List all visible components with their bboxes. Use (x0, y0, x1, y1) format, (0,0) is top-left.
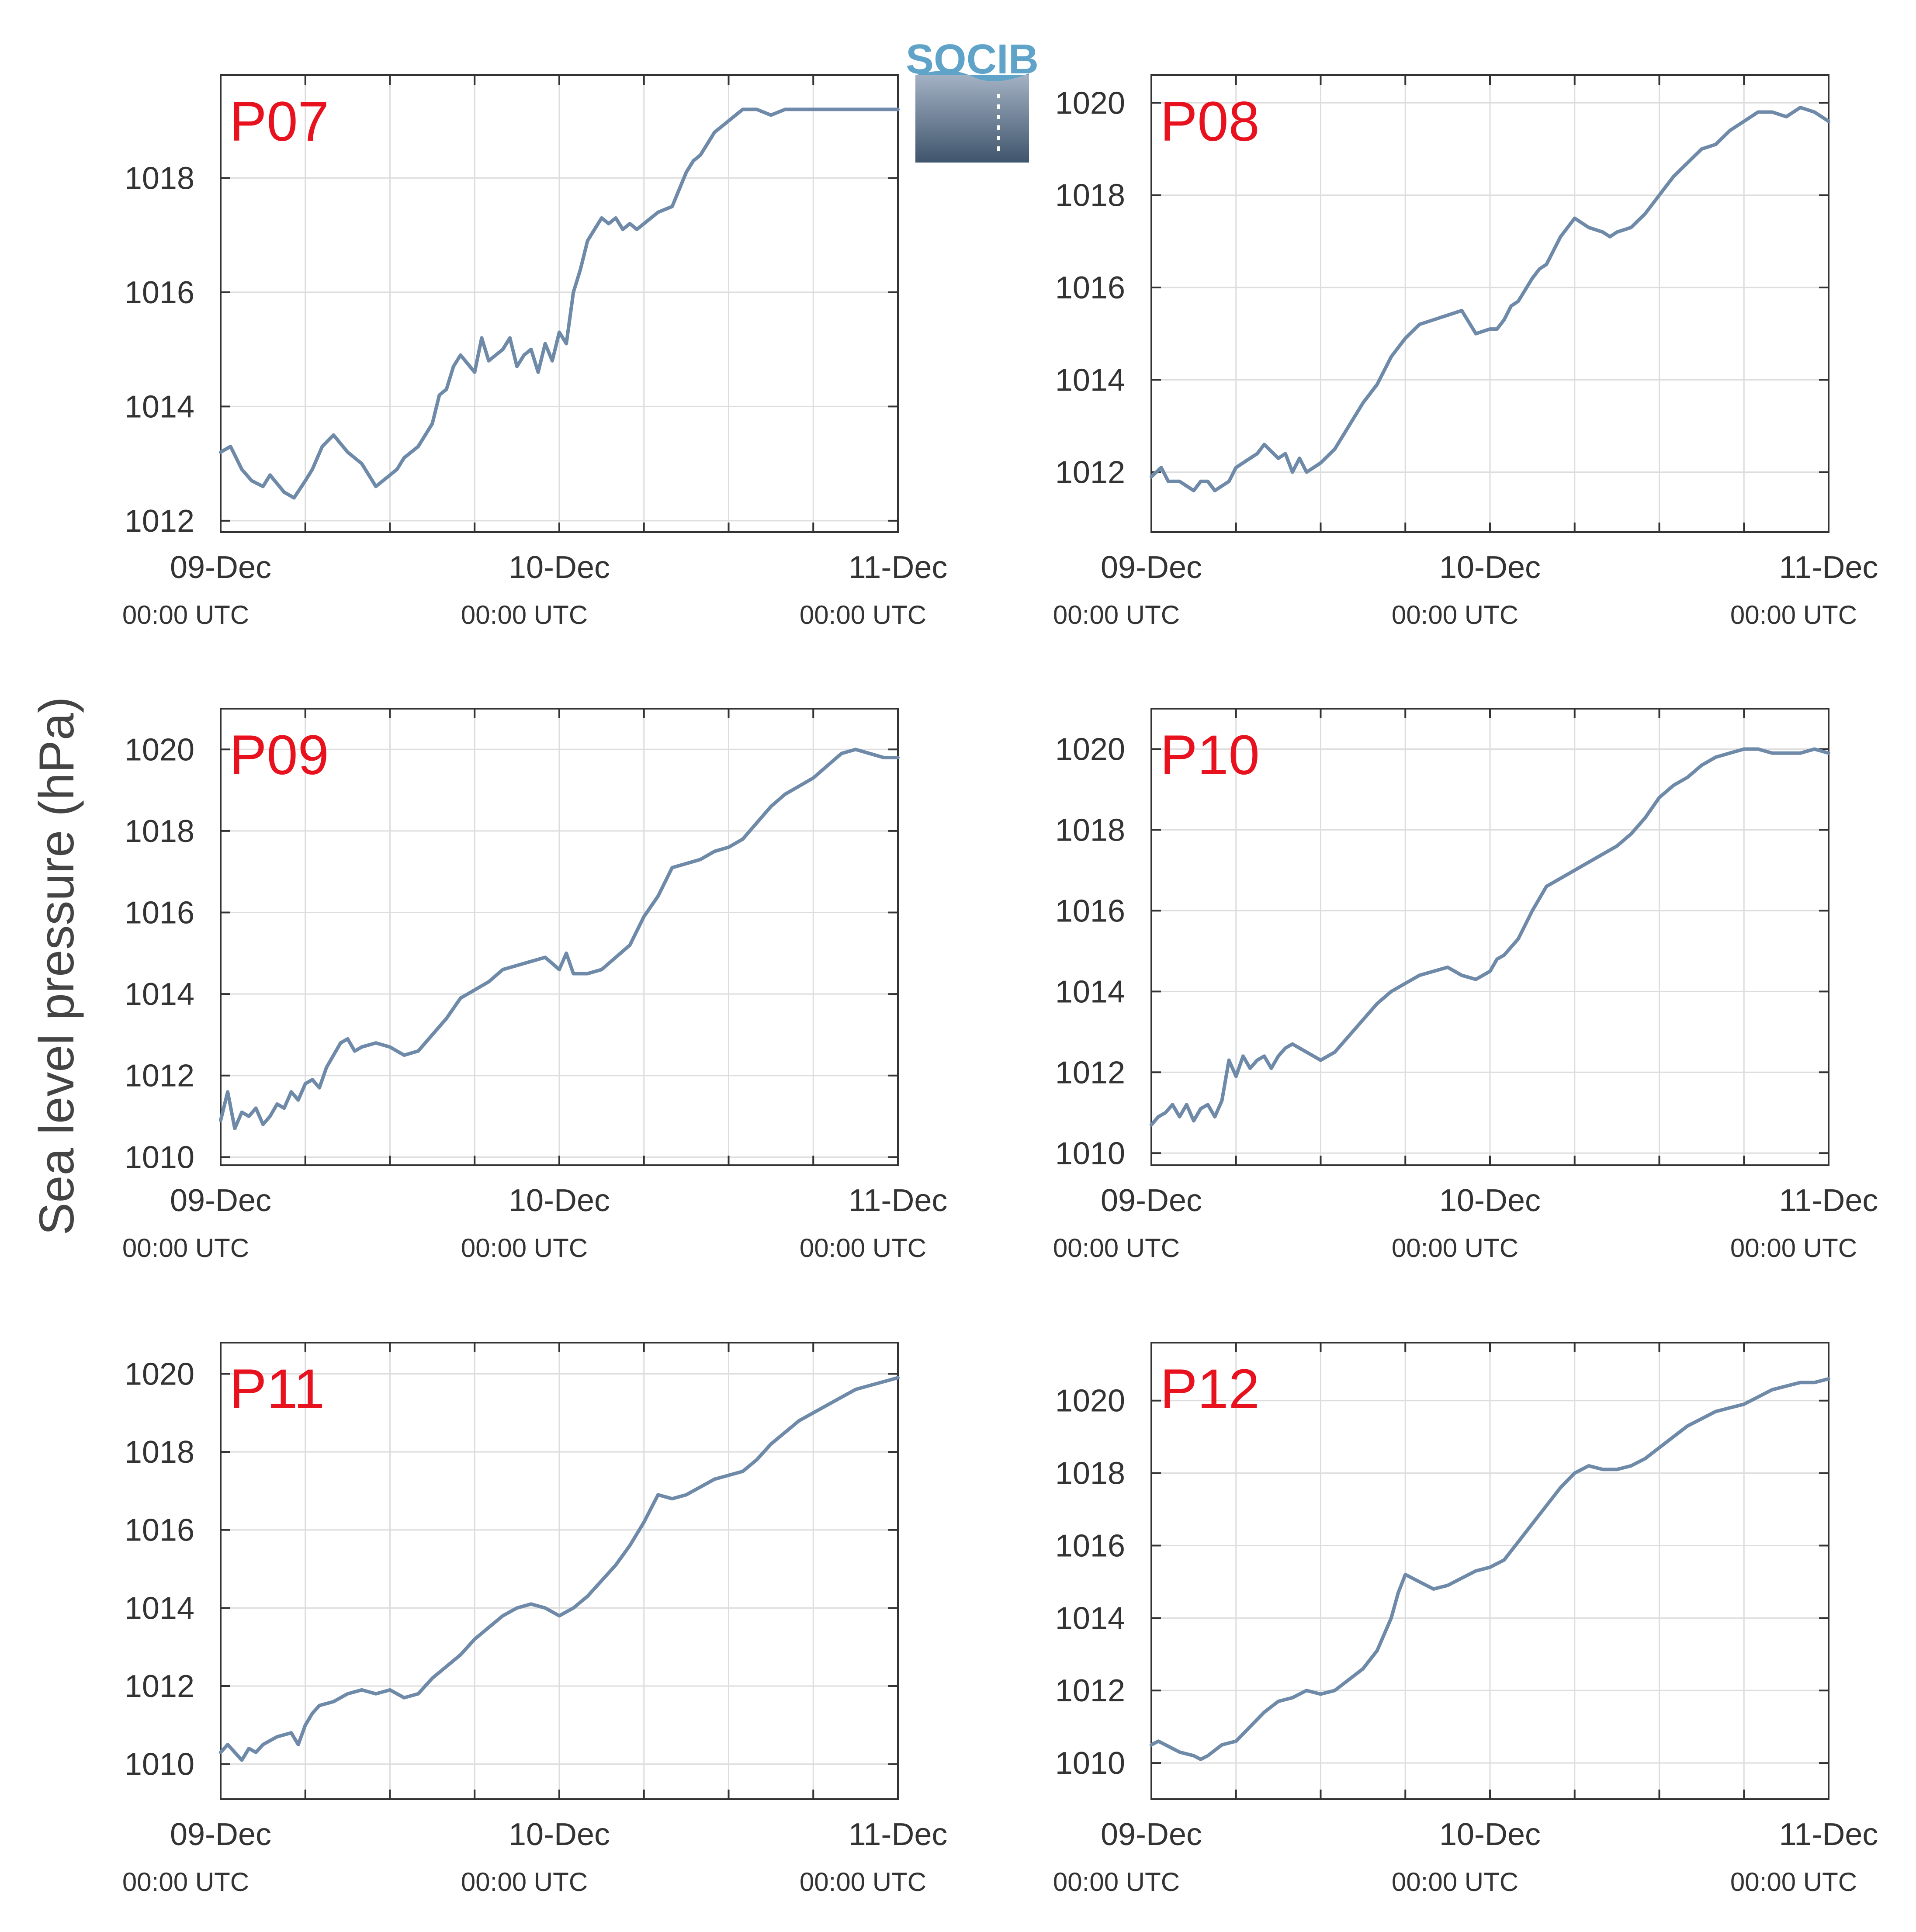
x-tick-label-time: 00:00 UTC (1392, 1233, 1518, 1263)
y-tick-label: 1020 (1055, 732, 1125, 767)
y-tick-label: 1018 (1055, 813, 1125, 848)
x-tick-label-time: 00:00 UTC (1730, 600, 1857, 630)
y-tick-label: 1014 (1055, 974, 1125, 1009)
x-tick-label-time: 00:00 UTC (461, 1867, 588, 1897)
series-line-p08 (1150, 106, 1830, 492)
x-tick-label-day: 09-Dec (1101, 1183, 1202, 1218)
y-tick-label: 1018 (1055, 178, 1125, 213)
y-tick-label: 1014 (1055, 363, 1125, 398)
series-line-p11 (219, 1376, 900, 1762)
x-tick-label-time: 00:00 UTC (461, 1233, 588, 1263)
y-tick-label: 1020 (1055, 86, 1125, 121)
series-line-p07 (219, 107, 900, 500)
x-tick-label-time: 00:00 UTC (800, 1233, 926, 1263)
y-tick-label: 1016 (125, 896, 194, 931)
chart-panels: 1012 1014 1016 1018 09-Dec 00:00 UTC 10-Dec 00:… (122, 74, 1878, 1897)
chart-panel-p11: 1010 1012 1014 1016 1018 1020 09-Dec 00:00 UTC 1… (122, 1342, 948, 1897)
y-axis-label: Sea level pressure (hPa) (29, 697, 84, 1236)
y-tick-label: 1012 (1055, 455, 1125, 490)
x-tick-label-time: 00:00 UTC (1730, 1233, 1857, 1263)
y-tick-label: 1010 (1055, 1136, 1125, 1171)
y-tick-label: 1018 (125, 1435, 194, 1470)
chart-panel-p10: 1010 1012 1014 1016 1018 1020 09-Dec 00:00 UTC 1… (1053, 708, 1878, 1263)
x-tick-label-day: 11-Dec (1779, 1817, 1878, 1852)
chart-panel-p07: 1012 1014 1016 1018 09-Dec 00:00 UTC 10-Dec 00:… (122, 74, 948, 630)
x-tick-label-time: 00:00 UTC (1392, 600, 1518, 630)
x-tick-label-time: 00:00 UTC (122, 1233, 249, 1263)
x-tick-label-time: 00:00 UTC (800, 1867, 926, 1897)
socib-logo-shape (915, 75, 1029, 163)
x-tick-label-time: 00:00 UTC (122, 1867, 249, 1897)
series-line-p09 (219, 748, 900, 1130)
y-tick-label: 1016 (1055, 270, 1125, 305)
x-tick-label-time: 00:00 UTC (122, 600, 249, 630)
x-tick-label-time: 00:00 UTC (1392, 1867, 1518, 1897)
y-tick-label: 1020 (125, 1357, 194, 1392)
panel-label: P11 (229, 1358, 325, 1420)
y-tick-label: 1014 (125, 1591, 194, 1626)
y-tick-label: 1012 (125, 504, 194, 539)
x-tick-label-day: 11-Dec (849, 1183, 948, 1218)
panel-label: P09 (229, 724, 329, 786)
x-tick-label-day: 11-Dec (849, 1817, 948, 1852)
y-tick-label: 1010 (125, 1747, 194, 1782)
x-tick-label-day: 11-Dec (1779, 1183, 1878, 1218)
panel-label: P12 (1160, 1358, 1260, 1420)
x-tick-label-day: 10-Dec (1439, 1183, 1541, 1218)
chart-panel-p12: 1010 1012 1014 1016 1018 1020 09-Dec 00:00 UTC 1… (1053, 1342, 1878, 1897)
y-tick-label: 1020 (1055, 1384, 1125, 1419)
series-line-p12 (1150, 1377, 1830, 1761)
x-tick-label-day: 10-Dec (1439, 550, 1541, 585)
y-tick-label: 1016 (125, 1513, 194, 1548)
y-tick-label: 1016 (1055, 893, 1125, 928)
y-tick-label: 1012 (125, 1669, 194, 1704)
x-tick-label-day: 11-Dec (849, 550, 948, 585)
x-tick-label-time: 00:00 UTC (461, 600, 588, 630)
panel-label: P10 (1160, 724, 1260, 786)
x-tick-label-time: 00:00 UTC (1730, 1867, 1857, 1897)
y-tick-label: 1014 (1055, 1601, 1125, 1636)
panel-label: P08 (1160, 90, 1260, 153)
x-tick-label-day: 11-Dec (1779, 550, 1878, 585)
y-tick-label: 1012 (1055, 1055, 1125, 1090)
y-tick-label: 1014 (125, 977, 194, 1012)
socib-logo-text: SOCIB (906, 36, 1039, 83)
y-tick-label: 1016 (125, 275, 194, 310)
x-tick-label-time: 00:00 UTC (1053, 1233, 1180, 1263)
x-tick-label-day: 09-Dec (170, 1183, 271, 1218)
y-tick-label: 1012 (125, 1059, 194, 1094)
y-tick-label: 1016 (1055, 1528, 1125, 1563)
x-tick-label-day: 10-Dec (1439, 1817, 1541, 1852)
y-tick-label: 1018 (125, 161, 194, 196)
y-tick-label: 1018 (125, 814, 194, 849)
socib-logo: SOCIB (906, 36, 1039, 163)
chart-panel-p09: 1010 1012 1014 1016 1018 1020 09-Dec 00:00 UTC 1… (122, 708, 948, 1263)
y-tick-label: 1020 (125, 732, 194, 767)
series-line-p10 (1150, 747, 1830, 1127)
y-tick-label: 1010 (1055, 1746, 1125, 1781)
x-tick-label-time: 00:00 UTC (1053, 1867, 1180, 1897)
y-tick-label: 1012 (1055, 1673, 1125, 1708)
x-tick-label-day: 09-Dec (170, 1817, 271, 1852)
chart-panel-p08: 1012 1014 1016 1018 1020 09-Dec 00:00 UTC 10-De… (1053, 74, 1878, 630)
x-tick-label-day: 10-Dec (509, 1817, 610, 1852)
x-tick-label-time: 00:00 UTC (800, 600, 926, 630)
panel-label: P07 (229, 90, 329, 153)
y-tick-label: 1010 (125, 1140, 194, 1175)
x-tick-label-day: 09-Dec (1101, 1817, 1202, 1852)
x-tick-label-day: 09-Dec (170, 550, 271, 585)
y-tick-label: 1014 (125, 389, 194, 424)
x-tick-label-day: 10-Dec (509, 550, 610, 585)
y-tick-label: 1018 (1055, 1456, 1125, 1491)
x-tick-label-day: 09-Dec (1101, 550, 1202, 585)
x-tick-label-day: 10-Dec (509, 1183, 610, 1218)
x-tick-label-time: 00:00 UTC (1053, 600, 1180, 630)
